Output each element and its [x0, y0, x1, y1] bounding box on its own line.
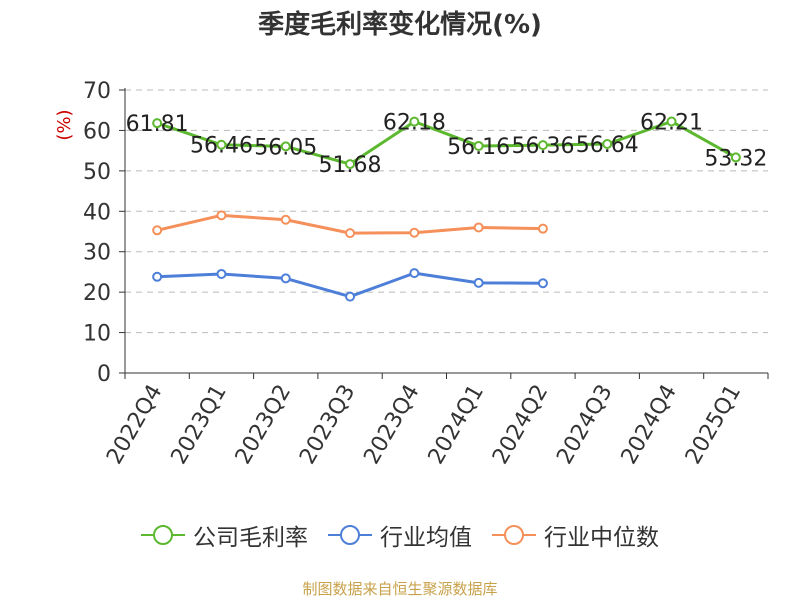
- legend-item: 公司毛利率: [141, 518, 308, 552]
- legend-item: 行业中位数: [492, 518, 659, 552]
- y-tick-label: 40: [83, 200, 111, 225]
- data-point: [409, 268, 420, 279]
- y-tick-labels: 0 10 20 30 40 50 60 70: [83, 79, 111, 387]
- data-point: [537, 278, 548, 289]
- x-tick-label: 2024Q2: [488, 381, 553, 469]
- data-point: [730, 152, 741, 163]
- data-label: 51.68: [319, 153, 382, 178]
- x-tick-label: 2023Q3: [295, 381, 360, 469]
- data-label: 56.46: [190, 134, 253, 159]
- x-tick-label: 2023Q1: [167, 381, 232, 469]
- data-point: [345, 291, 356, 302]
- x-tick-label: 2023Q2: [231, 381, 296, 469]
- y-tick-label: 50: [83, 160, 111, 185]
- y-tick-label: 70: [83, 79, 111, 104]
- data-label: 56.64: [576, 133, 639, 158]
- x-tick-label: 2024Q1: [424, 381, 489, 469]
- data-label: 62.21: [640, 110, 703, 135]
- y-tick-label: 30: [83, 241, 111, 266]
- data-label: 56.16: [447, 135, 510, 160]
- data-label: 62.18: [383, 111, 446, 136]
- data-point: [409, 227, 420, 238]
- y-tick-label: 20: [83, 281, 111, 306]
- legend-label: 行业均值: [380, 525, 472, 551]
- legend: 公司毛利率 行业均值 行业中位数: [0, 518, 800, 552]
- data-point: [473, 277, 484, 288]
- data-point: [280, 141, 291, 152]
- axes: [119, 88, 769, 379]
- series-line: [156, 119, 737, 166]
- data-point: [409, 116, 420, 127]
- y-tick-label: 10: [83, 322, 111, 347]
- data-point: [537, 223, 548, 234]
- data-label: 53.32: [704, 146, 767, 171]
- data-label: 56.36: [511, 134, 574, 159]
- y-tick-label: 0: [97, 362, 111, 387]
- legend-swatch: [141, 525, 185, 545]
- series-lines: [152, 116, 741, 302]
- x-tick-label: 2024Q4: [617, 381, 682, 469]
- data-point: [216, 210, 227, 221]
- data-point: [345, 159, 356, 170]
- data-point: [345, 228, 356, 239]
- grid-lines: [125, 89, 768, 334]
- data-point: [473, 140, 484, 151]
- chart-title: 季度毛利率变化情况(%): [258, 10, 542, 40]
- x-tick-label: 2022Q4: [102, 381, 167, 469]
- data-label: 56.05: [254, 135, 317, 160]
- data-point: [280, 273, 291, 284]
- data-point: [152, 225, 163, 236]
- legend-swatch: [492, 525, 536, 545]
- data-point: [602, 139, 613, 150]
- data-point: [152, 271, 163, 282]
- y-axis-label: (%): [54, 109, 75, 140]
- x-tick-labels: 2022Q42023Q12023Q22023Q32023Q42024Q12024…: [102, 381, 746, 469]
- legend-item: 行业均值: [328, 518, 472, 552]
- data-point: [473, 222, 484, 233]
- x-tick-label: 2023Q4: [359, 381, 424, 469]
- x-tick-label: 2025Q1: [681, 381, 746, 469]
- x-tick-label: 2024Q3: [552, 381, 617, 469]
- data-point: [537, 140, 548, 151]
- data-point: [666, 116, 677, 127]
- legend-swatch: [328, 525, 372, 545]
- legend-label: 公司毛利率: [193, 525, 308, 551]
- data-point: [280, 214, 291, 225]
- data-label: 61.81: [126, 112, 189, 137]
- legend-label: 行业中位数: [544, 525, 659, 551]
- data-point: [216, 139, 227, 150]
- y-tick-label: 60: [83, 119, 111, 144]
- source-note: 制图数据来自恒生聚源数据库: [302, 580, 498, 598]
- data-point: [152, 118, 163, 129]
- data-point: [216, 268, 227, 279]
